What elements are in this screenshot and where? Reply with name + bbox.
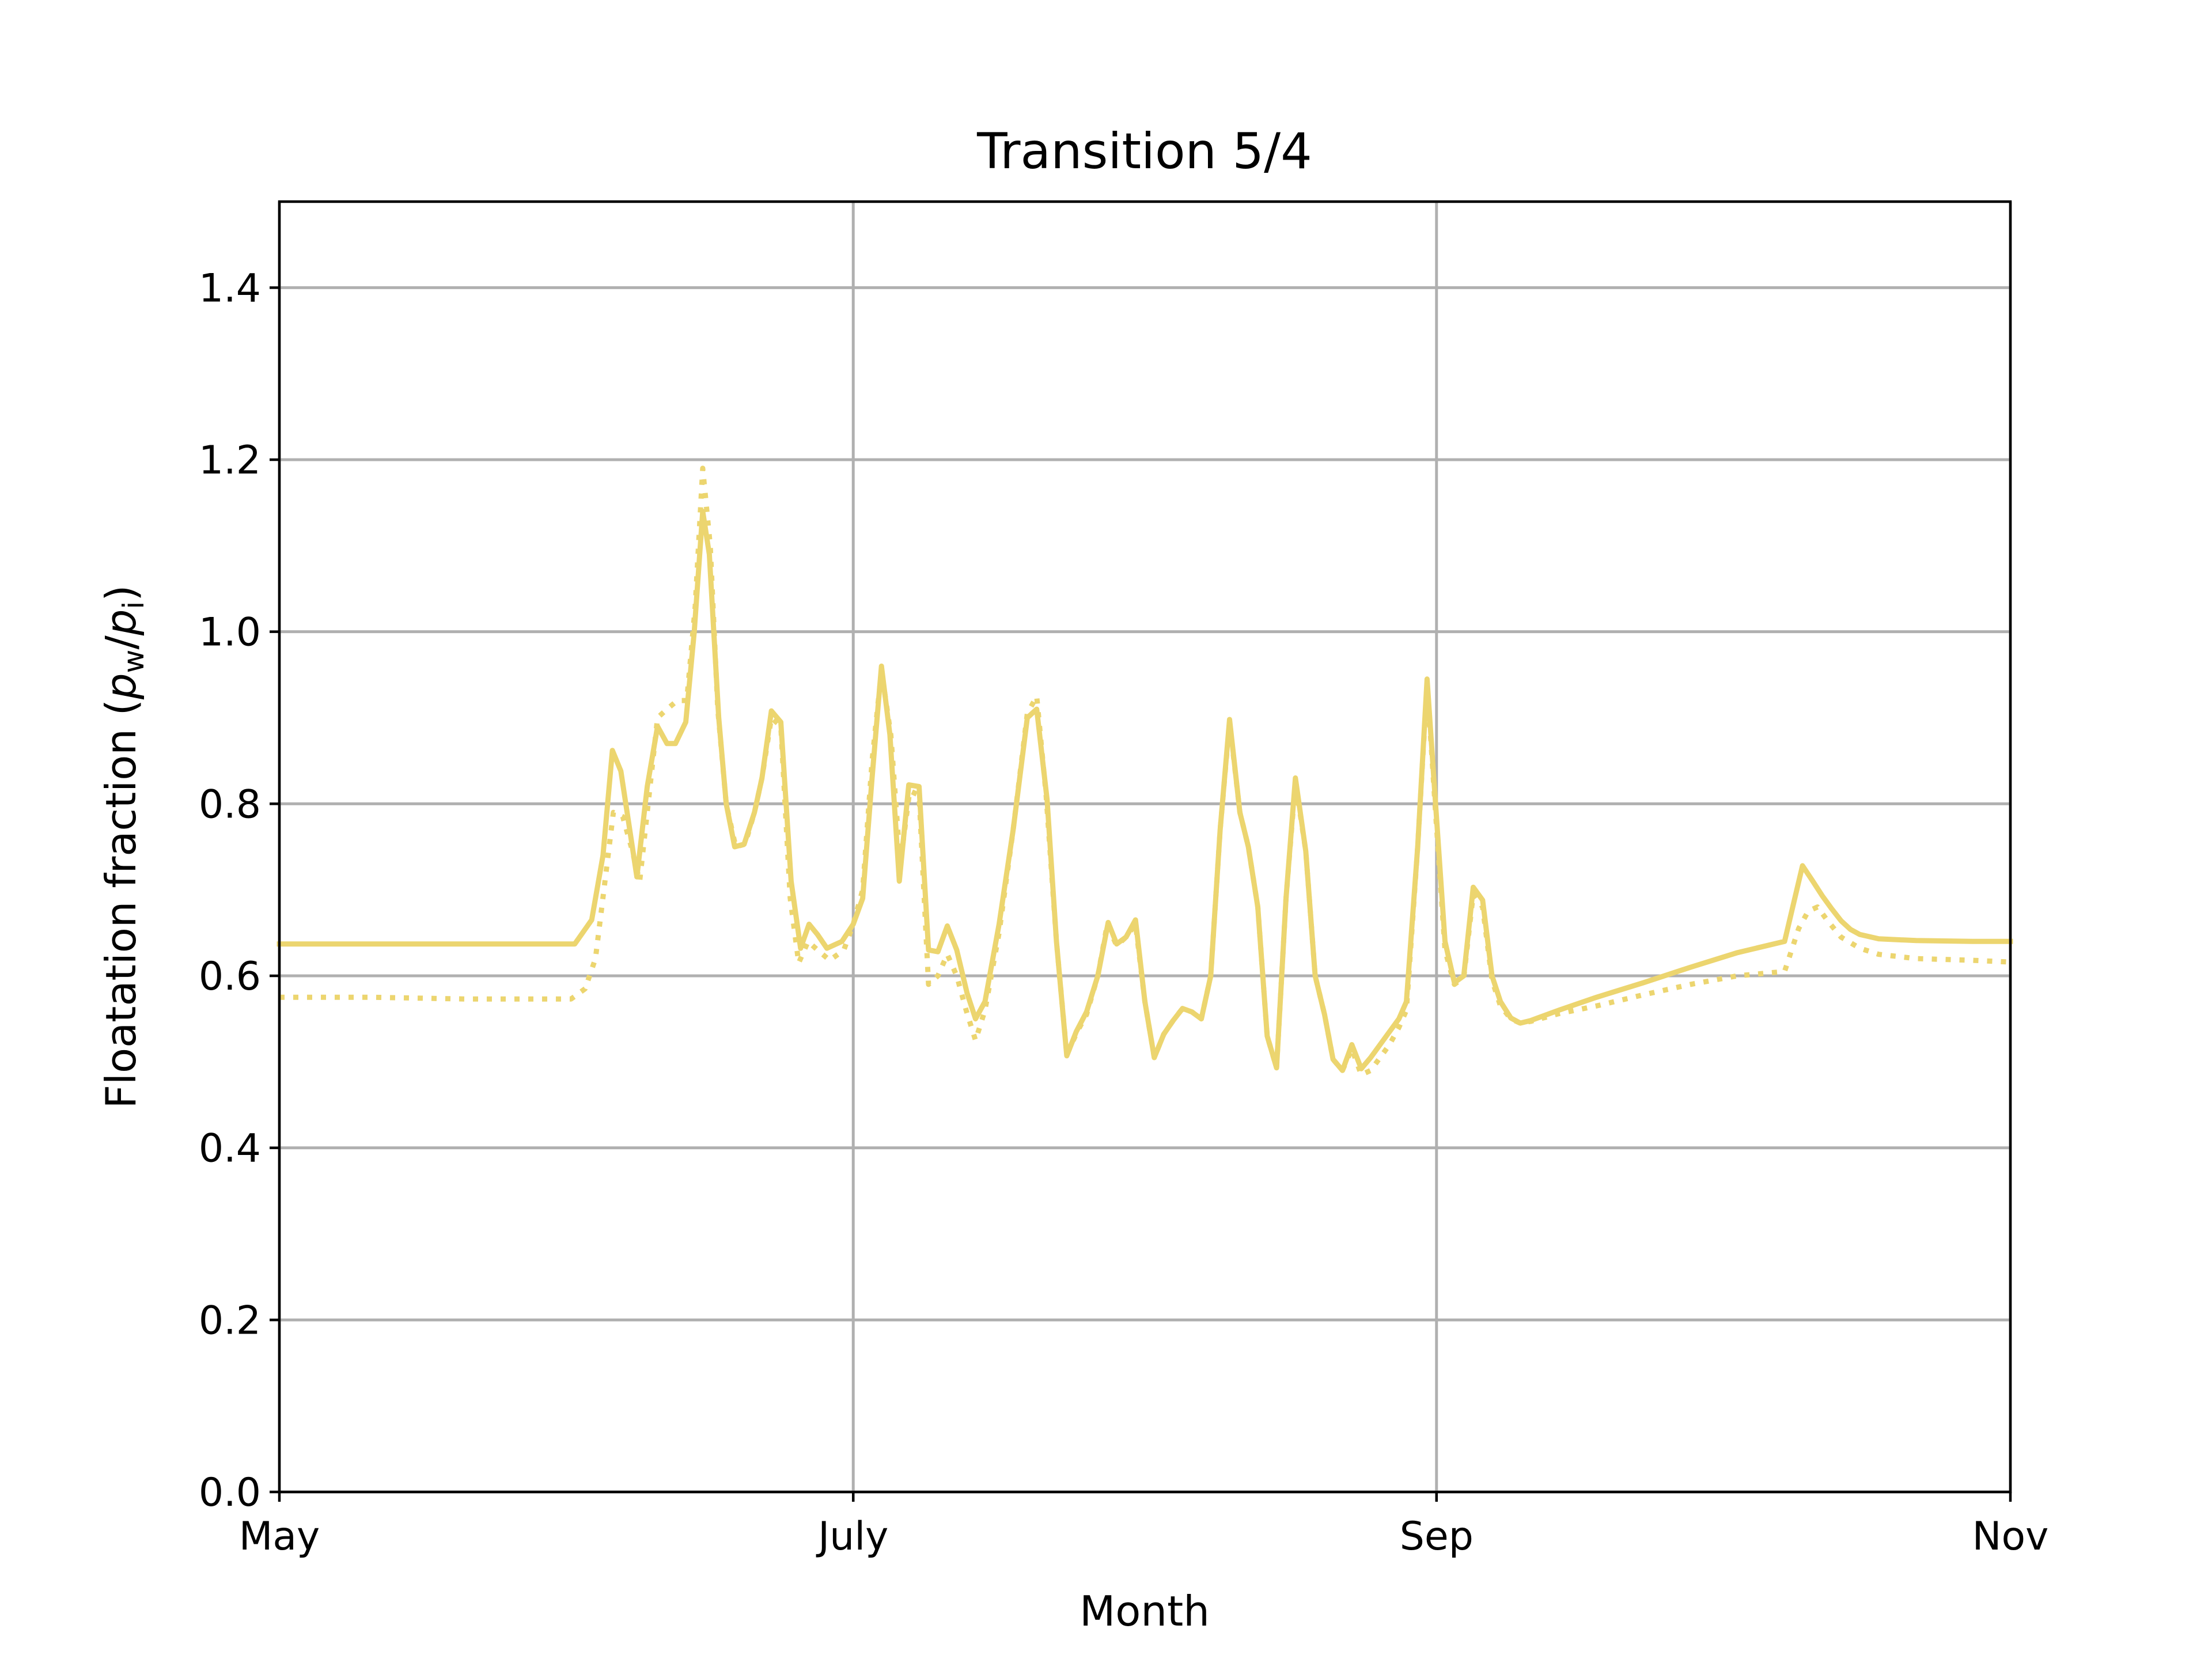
y-axis-label-p2: p [97, 609, 145, 637]
y-axis-label-sub1: w [117, 650, 150, 673]
y-axis-label-slash: / [97, 635, 145, 650]
y-axis-label-prefix: Floatation fraction ( [97, 699, 145, 1108]
y-tick-label: 1.0 [199, 610, 261, 656]
y-axis-label: Floatation fraction (pw/pi) [97, 585, 150, 1109]
plot-frame [278, 200, 2012, 1494]
y-tick-label: 0.0 [199, 1470, 261, 1516]
y-axis-label-sub2: i [117, 601, 150, 609]
x-tick-label: Sep [1400, 1514, 1474, 1559]
y-axis-label-p1: p [97, 673, 145, 700]
y-tick-label: 0.4 [199, 1126, 261, 1172]
y-tick-label: 1.2 [199, 438, 261, 483]
y-tick-label: 0.2 [199, 1298, 261, 1343]
chart-title: Transition 5/4 [976, 123, 1312, 180]
x-tick-label: Nov [1972, 1514, 2049, 1559]
x-axis-label: Month [1080, 1587, 1210, 1635]
series-layer [276, 465, 2013, 1078]
x-tick-label: May [239, 1514, 320, 1559]
ticks: 0.0 0.2 0.4 0.6 0.8 1.0 1.2 1.4 May July Sep Nov [199, 266, 2049, 1559]
y-tick-label: 0.8 [199, 782, 261, 827]
x-tick-label: July [816, 1514, 888, 1559]
y-tick-label: 1.4 [199, 266, 261, 311]
y-tick-label: 0.6 [199, 954, 261, 999]
y-axis-label-suffix: ) [97, 585, 145, 601]
